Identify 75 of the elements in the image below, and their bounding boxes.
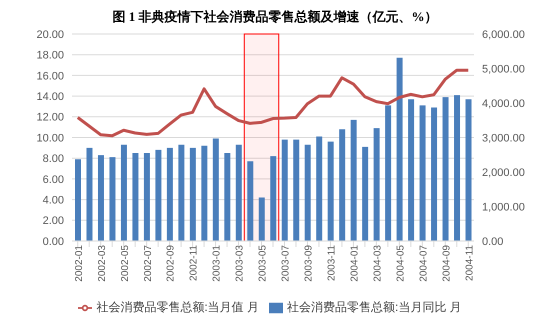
x-tick-label: 2002-07 (142, 244, 154, 282)
bar (350, 120, 357, 241)
bar (420, 105, 426, 241)
bar (86, 148, 92, 241)
bar (454, 95, 460, 241)
x-tick-label: 2002-01 (74, 244, 85, 282)
y2-tick-label: 1,000.00 (482, 201, 525, 214)
bar (362, 146, 368, 241)
bar (120, 144, 127, 241)
y-tick-label: 16.00 (36, 70, 64, 82)
x-tick-label: 2003-09 (304, 244, 315, 282)
x-tick-label: 2003-07 (280, 244, 292, 282)
y2-tick-label: 3,000.00 (482, 132, 525, 144)
x-tick-label: 2004-05 (395, 244, 406, 282)
x-tick-label: 2003-05 (258, 244, 269, 282)
bar (328, 142, 334, 241)
bar (282, 140, 288, 241)
bar (75, 159, 81, 241)
bar (109, 157, 116, 241)
x-tick-label: 2004-03 (372, 244, 384, 282)
y-tick-label: 14.00 (36, 91, 64, 104)
x-tick-label: 2004-07 (418, 244, 430, 282)
chart-title: 图 1 非典疫情下社会消费品零售总额及增速（亿元、%） (112, 8, 438, 26)
legend-label: 社会消费品零售总额:当月同比 月 (287, 300, 462, 314)
y-tick-label: 2.00 (42, 215, 64, 228)
bar (339, 129, 346, 241)
bar (258, 198, 265, 241)
x-tick-label: 2003-11 (326, 244, 338, 281)
bar (178, 144, 184, 241)
bar (201, 146, 208, 241)
y-tick-label: 12.00 (36, 112, 64, 124)
x-tick-label: 2003-03 (234, 244, 246, 282)
bar (316, 136, 322, 241)
line-series (76, 68, 470, 138)
x-tick-label: 2002-03 (96, 244, 108, 282)
y-tick-label: 8.00 (42, 153, 64, 166)
bar (212, 138, 219, 241)
bar (385, 105, 392, 241)
x-tick-label: 2004-11 (464, 244, 476, 281)
y2-tick-label: 2,000.00 (482, 166, 525, 179)
y2-tick-label: 0.00 (482, 236, 504, 248)
bar (247, 161, 254, 241)
bar (293, 140, 300, 241)
x-tick-label: 2003-01 (212, 244, 223, 282)
bar (374, 128, 380, 241)
bar (166, 148, 173, 241)
y2-tick-label: 6,000.00 (482, 28, 525, 41)
y-tick-label: 20.00 (36, 28, 64, 41)
x-tick-label: 2002-11 (188, 244, 200, 281)
y-tick-label: 10.00 (36, 132, 64, 144)
bar (270, 156, 276, 241)
legend-label: 社会消费品零售总额:当月值 月 (96, 300, 259, 314)
x-tick-label: 2004-01 (350, 244, 360, 282)
bar (442, 97, 449, 241)
bar (144, 153, 150, 241)
y2-tick-label: 4,000.00 (482, 98, 525, 110)
bar (396, 58, 403, 241)
bar (190, 148, 196, 241)
bar (132, 153, 138, 241)
bar (304, 144, 311, 241)
y-tick-label: 4.00 (42, 194, 64, 207)
bar (224, 153, 230, 241)
bar (155, 150, 162, 241)
bar (466, 99, 472, 241)
bar (408, 99, 414, 241)
y-tick-label: 18.00 (36, 50, 64, 62)
y-tick-label: 0.00 (42, 236, 64, 248)
x-tick-label: 2002-05 (120, 244, 131, 282)
y2-tick-label: 5,000.00 (482, 63, 525, 76)
y-tick-label: 6.00 (42, 174, 64, 186)
bar (431, 107, 438, 241)
x-tick-label: 2002-09 (166, 244, 177, 282)
x-tick-label: 2004-09 (441, 244, 452, 282)
bar (236, 144, 242, 241)
bar (98, 155, 104, 241)
